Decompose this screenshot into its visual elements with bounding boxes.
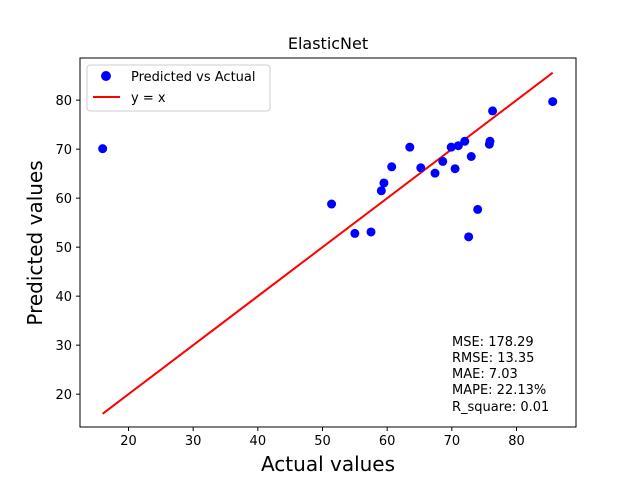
y-tick-label: 60: [55, 192, 72, 207]
x-tick-label: 50: [314, 434, 331, 449]
scatter-point: [366, 227, 376, 237]
x-axis-label: Actual values: [261, 452, 395, 476]
scatter-point: [430, 168, 440, 178]
legend: Predicted vs Actual y = x: [86, 64, 271, 112]
y-tick-label: 80: [55, 94, 72, 109]
scatter-point: [488, 106, 498, 116]
scatter-point: [379, 178, 389, 188]
x-axis-ticks: 20 30 40 50 60 70 80: [120, 427, 525, 449]
x-tick-label: 30: [185, 434, 202, 449]
legend-box: [86, 64, 271, 112]
y-axis-ticks: 20 30 40 50 60 70 80: [55, 94, 80, 403]
y-tick-label: 30: [55, 339, 72, 354]
scatter-point: [98, 144, 108, 154]
x-tick-label: 80: [508, 434, 525, 449]
x-tick-label: 40: [250, 434, 267, 449]
point-layer: [98, 97, 558, 242]
scatter-point: [327, 199, 337, 209]
scatter-point: [473, 204, 483, 214]
scatter-point: [405, 142, 415, 152]
scatter-point: [464, 232, 474, 242]
scatter-point: [416, 163, 426, 173]
scatter-point: [548, 97, 558, 107]
plot-frame: [79, 57, 577, 428]
metric-rmse: RMSE: 13.35: [452, 351, 534, 366]
legend-label-line: y = x: [131, 91, 166, 106]
line-layer: [102, 71, 554, 415]
y-tick-label: 20: [55, 388, 72, 403]
x-tick-label: 70: [444, 434, 461, 449]
legend-label-scatter: Predicted vs Actual: [131, 70, 255, 85]
identity-line: [102, 71, 554, 415]
metric-mae: MAE: 7.03: [452, 367, 518, 382]
scatter-point: [485, 136, 495, 146]
y-tick-label: 40: [55, 290, 72, 305]
metrics-annotation: MSE: 178.29 RMSE: 13.35 MAE: 7.03 MAPE: …: [452, 335, 549, 415]
metric-mape: MAPE: 22.13%: [452, 383, 546, 398]
scatter-point: [387, 162, 397, 172]
x-tick-label: 60: [379, 434, 396, 449]
scatter-point: [350, 228, 360, 238]
scatter-point: [450, 164, 460, 174]
legend-marker-scatter: [101, 71, 111, 81]
scatter-point: [376, 186, 386, 196]
plot-area: [79, 57, 577, 428]
chart-title: ElasticNet: [288, 34, 368, 53]
x-tick-label: 20: [120, 434, 137, 449]
scatter-point: [460, 136, 470, 146]
y-tick-label: 50: [55, 241, 72, 256]
metric-mse: MSE: 178.29: [452, 335, 534, 350]
scatter-point: [446, 142, 456, 152]
scatter-point: [453, 141, 463, 151]
scatter-point: [466, 151, 476, 161]
y-tick-label: 70: [55, 143, 72, 158]
y-axis-label: Predicted values: [23, 160, 47, 325]
scatter-point: [438, 156, 448, 166]
metric-r-square: R_square: 0.01: [452, 400, 549, 415]
